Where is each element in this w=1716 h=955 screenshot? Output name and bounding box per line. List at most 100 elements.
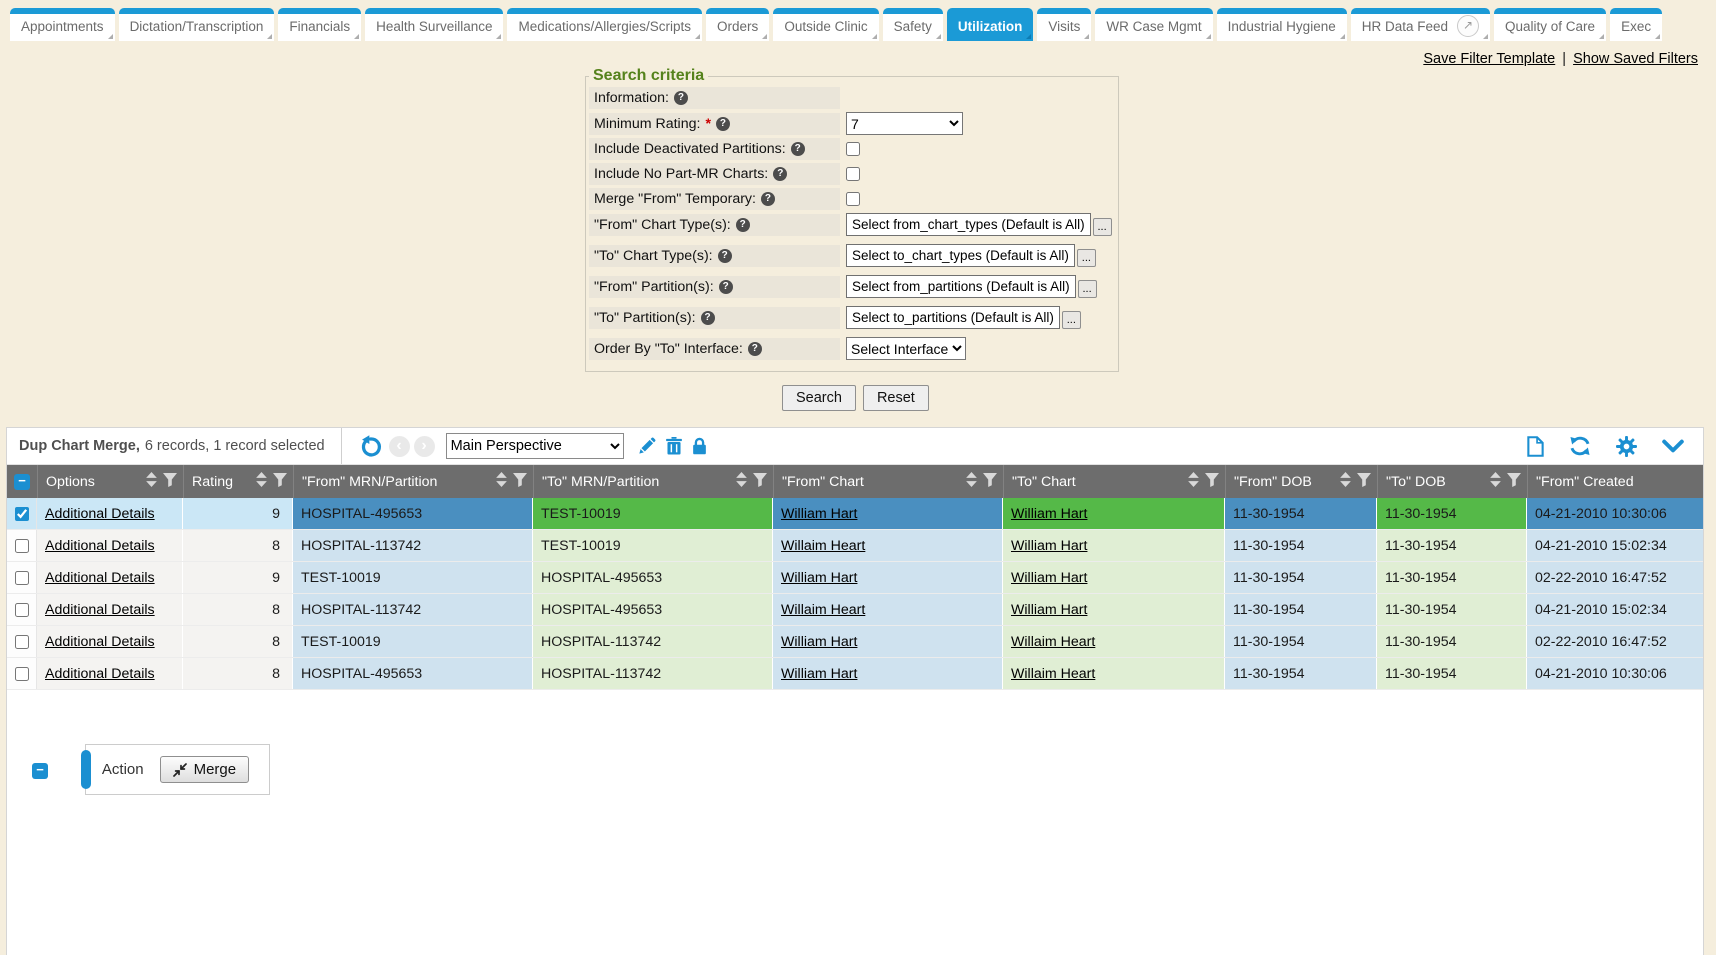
sort-icon[interactable] <box>496 472 507 491</box>
sort-icon[interactable] <box>1340 472 1351 491</box>
perspective-select[interactable]: Main Perspective <box>445 433 624 459</box>
help-icon[interactable]: ? <box>790 142 805 156</box>
filter-icon[interactable] <box>753 472 767 491</box>
from-chart-link[interactable]: Willaim Heart <box>781 601 866 618</box>
from-chart-link[interactable]: Willaim Heart <box>781 537 866 554</box>
help-icon[interactable]: ? <box>700 311 715 325</box>
lock-perspective-icon[interactable] <box>692 437 707 455</box>
select-all-toggle[interactable]: − <box>14 473 30 490</box>
tab-visits[interactable]: Visits <box>1037 8 1092 41</box>
column-header-to-mrn-partition[interactable]: "To" MRN/Partition <box>533 465 773 498</box>
from-partition-s-picker-button[interactable]: ... <box>1077 280 1097 298</box>
filter-icon[interactable] <box>1205 472 1219 491</box>
include-deactivated-partitions-checkbox[interactable] <box>846 142 860 156</box>
column-header-rating[interactable]: Rating <box>183 465 293 498</box>
tab-orders[interactable]: Orders <box>706 8 770 41</box>
sort-icon[interactable] <box>1490 472 1501 491</box>
additional-details-link[interactable]: Additional Details <box>45 505 155 522</box>
delete-perspective-icon[interactable] <box>665 437 682 455</box>
additional-details-link[interactable]: Additional Details <box>45 569 155 586</box>
sort-icon[interactable] <box>966 472 977 491</box>
column-header-to-dob[interactable]: "To" DOB <box>1377 465 1527 498</box>
help-icon[interactable]: ? <box>673 91 688 105</box>
help-icon[interactable]: ? <box>715 116 730 131</box>
column-header-to-chart[interactable]: "To" Chart <box>1003 465 1225 498</box>
to-chart-link[interactable]: Willaim Heart <box>1011 633 1096 650</box>
from-chart-type-s-picker-button[interactable]: ... <box>1092 218 1112 236</box>
edit-perspective-icon[interactable] <box>638 437 656 455</box>
tab-dictation-transcription[interactable]: Dictation/Transcription <box>118 8 275 41</box>
column-header-from-created[interactable]: "From" Created <box>1527 465 1703 498</box>
from-chart-link[interactable]: William Hart <box>781 633 858 650</box>
tab-outside-clinic[interactable]: Outside Clinic <box>773 8 879 41</box>
filter-icon[interactable] <box>163 472 177 491</box>
from-partition-s-picker[interactable]: Select from_partitions (Default is All) <box>846 275 1076 298</box>
to-partition-s-picker-button[interactable]: ... <box>1061 311 1081 329</box>
row-select-checkbox[interactable] <box>15 570 29 585</box>
new-document-icon[interactable] <box>1527 435 1544 457</box>
help-icon[interactable]: ? <box>760 192 775 206</box>
reset-button[interactable]: Reset <box>862 385 929 411</box>
to-chart-link[interactable]: Willaim Heart <box>1011 665 1096 682</box>
tab-industrial-hygiene[interactable]: Industrial Hygiene <box>1216 8 1347 41</box>
show-saved-filters-link[interactable]: Show Saved Filters <box>1573 51 1698 67</box>
save-filter-template-link[interactable]: Save Filter Template <box>1423 51 1556 67</box>
tab-quality-of-care[interactable]: Quality of Care <box>1494 8 1607 41</box>
filter-icon[interactable] <box>1357 472 1371 491</box>
column-header-from-chart[interactable]: "From" Chart <box>773 465 1003 498</box>
search-button[interactable]: Search <box>782 385 856 411</box>
additional-details-link[interactable]: Additional Details <box>45 665 155 682</box>
from-chart-link[interactable]: William Hart <box>781 665 858 682</box>
tab-safety[interactable]: Safety <box>882 8 943 41</box>
to-chart-link[interactable]: William Hart <box>1011 601 1088 618</box>
merge-from-temporary-checkbox[interactable] <box>846 192 860 206</box>
external-link-icon[interactable]: ↗ <box>1457 14 1480 37</box>
to-chart-link[interactable]: William Hart <box>1011 537 1088 554</box>
next-page-icon[interactable]: › <box>413 435 435 457</box>
row-select-checkbox[interactable] <box>15 506 29 521</box>
tab-appointments[interactable]: Appointments <box>10 8 115 41</box>
filter-icon[interactable] <box>513 472 527 491</box>
filter-icon[interactable] <box>1507 472 1521 491</box>
settings-gear-icon[interactable] <box>1616 435 1637 457</box>
from-chart-link[interactable]: William Hart <box>781 569 858 586</box>
sort-icon[interactable] <box>256 472 267 491</box>
help-icon[interactable]: ? <box>718 280 733 294</box>
merge-button[interactable]: Merge <box>159 756 250 783</box>
tab-utilization[interactable]: Utilization <box>946 8 1034 41</box>
prev-page-icon[interactable]: ‹ <box>388 435 410 457</box>
column-header-from-dob[interactable]: "From" DOB <box>1225 465 1377 498</box>
help-icon[interactable]: ? <box>735 218 750 232</box>
include-no-part-mr-charts-checkbox[interactable] <box>846 167 860 181</box>
help-icon[interactable]: ? <box>747 341 762 356</box>
row-select-checkbox[interactable] <box>15 602 29 617</box>
collapse-panel-chevron-icon[interactable] <box>1662 439 1684 453</box>
minimum-rating-select[interactable]: 7 <box>846 112 963 135</box>
tab-exec[interactable]: Exec <box>1610 8 1663 41</box>
refresh-icon[interactable] <box>1569 435 1591 457</box>
additional-details-link[interactable]: Additional Details <box>45 601 155 618</box>
row-select-checkbox[interactable] <box>15 666 29 681</box>
order-by-to-interface-select[interactable]: Select Interface <box>846 337 966 360</box>
tab-hr-data-feed[interactable]: HR Data Feed ↗ <box>1350 8 1491 41</box>
undo-icon[interactable] <box>359 434 382 458</box>
help-icon[interactable]: ? <box>717 249 732 263</box>
from-chart-type-s-picker[interactable]: Select from_chart_types (Default is All) <box>846 213 1091 236</box>
tab-medications-allergies-scripts[interactable]: Medications/Allergies/Scripts <box>507 8 703 41</box>
filter-icon[interactable] <box>273 472 287 491</box>
column-header-from-mrn-partition[interactable]: "From" MRN/Partition <box>293 465 533 498</box>
to-partition-s-picker[interactable]: Select to_partitions (Default is All) <box>846 306 1060 329</box>
row-select-checkbox[interactable] <box>15 538 29 553</box>
tab-wr-case-mgmt[interactable]: WR Case Mgmt <box>1095 8 1213 41</box>
to-chart-link[interactable]: William Hart <box>1011 505 1088 522</box>
sort-icon[interactable] <box>1188 472 1199 491</box>
sort-icon[interactable] <box>736 472 747 491</box>
to-chart-type-s-picker-button[interactable]: ... <box>1076 249 1096 267</box>
additional-details-link[interactable]: Additional Details <box>45 537 155 554</box>
to-chart-link[interactable]: William Hart <box>1011 569 1088 586</box>
collapse-selection-button[interactable]: − <box>32 763 48 779</box>
from-chart-link[interactable]: William Hart <box>781 505 858 522</box>
column-header-options[interactable]: Options <box>37 465 183 498</box>
help-icon[interactable]: ? <box>773 167 788 181</box>
tab-health-surveillance[interactable]: Health Surveillance <box>365 8 504 41</box>
